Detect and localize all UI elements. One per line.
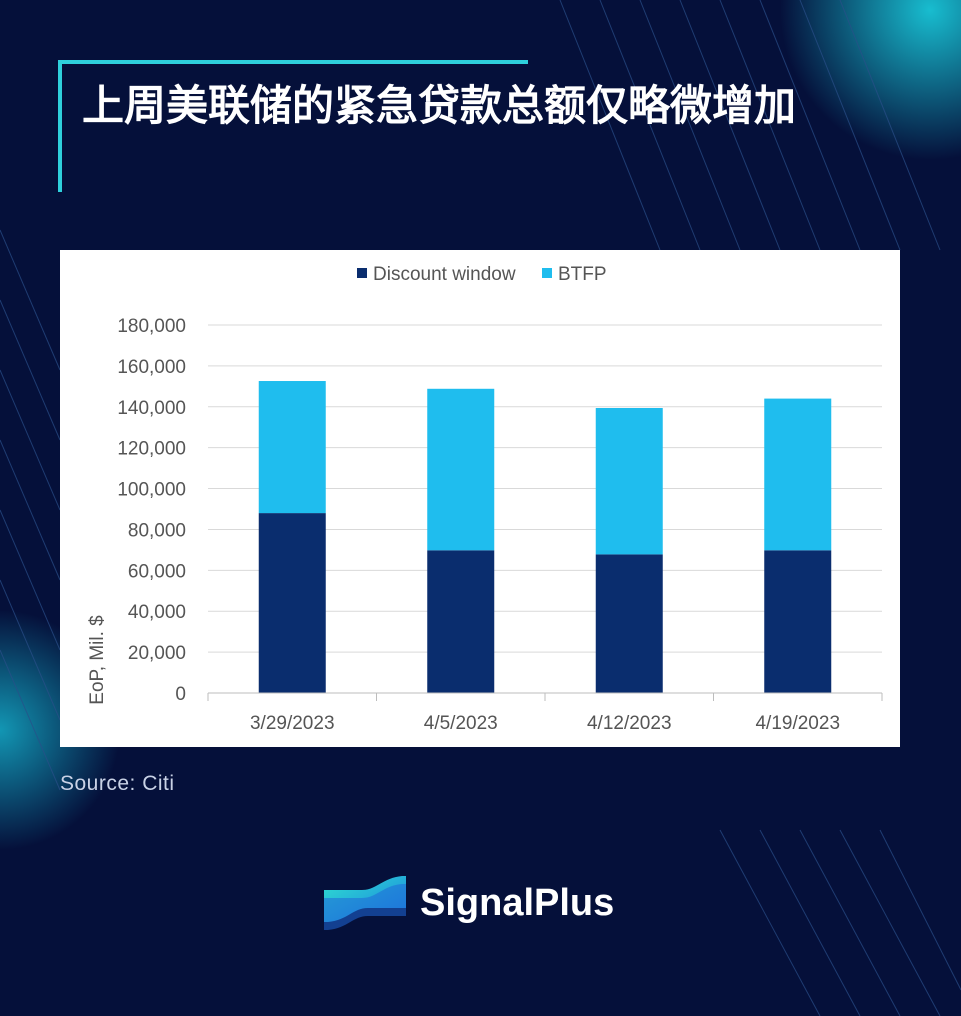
y-tick-label: 160,000 [117,357,186,378]
bar-discount-window-0 [258,513,326,693]
y-tick-label: 0 [175,684,186,705]
y-tick-label: 40,000 [128,602,186,623]
bar-btfp-2 [595,408,663,555]
page-title: 上周美联储的紧急贷款总额仅略微增加 [82,81,797,130]
y-tick-label: 180,000 [117,316,186,337]
source-note: Source: Citi [60,772,175,795]
y-axis-label: EoP, Mil. $ [87,615,108,705]
title-accent-bar-vertical [58,60,62,192]
chart-bars [258,381,832,693]
title-accent-bar [58,60,528,64]
bar-btfp-0 [258,381,326,514]
bar-discount-window-2 [595,554,663,693]
x-tick-label: 4/19/2023 [755,713,840,734]
chart-card: Discount window BTFP 0 20,000 40,000 60,000 8… [60,250,900,747]
y-tick-label: 120,000 [117,439,186,460]
chart-legend: Discount window BTFP [357,264,607,285]
y-tick-label: 60,000 [128,561,186,582]
legend-swatch-0 [357,268,367,278]
y-tick-label: 140,000 [117,398,186,419]
x-tick-label: 3/29/2023 [250,713,335,734]
brand: SignalPlus [322,870,662,940]
bar-discount-window-3 [764,550,832,693]
brand-name: SignalPlus [420,882,615,924]
stacked-bar-chart: Discount window BTFP 0 20,000 40,000 60,000 8… [87,264,883,734]
x-tick-label: 4/12/2023 [587,713,672,734]
legend-label-0: Discount window [373,264,516,285]
y-tick-label: 100,000 [117,480,186,501]
x-axis: 3/29/2023 4/5/2023 4/12/2023 4/19/2023 [207,692,883,734]
bar-discount-window-1 [427,550,495,693]
y-tick-label: 80,000 [128,520,186,541]
bar-btfp-1 [427,388,495,551]
y-tick-label: 20,000 [128,643,186,664]
x-tick-label: 4/5/2023 [424,713,498,734]
y-axis-ticks: 0 20,000 40,000 60,000 80,000 100,000 120,000 1… [117,316,186,705]
legend-label-1: BTFP [558,264,607,285]
legend-swatch-1 [542,268,552,278]
signalplus-logo-icon [324,876,406,930]
bar-btfp-3 [764,398,832,551]
